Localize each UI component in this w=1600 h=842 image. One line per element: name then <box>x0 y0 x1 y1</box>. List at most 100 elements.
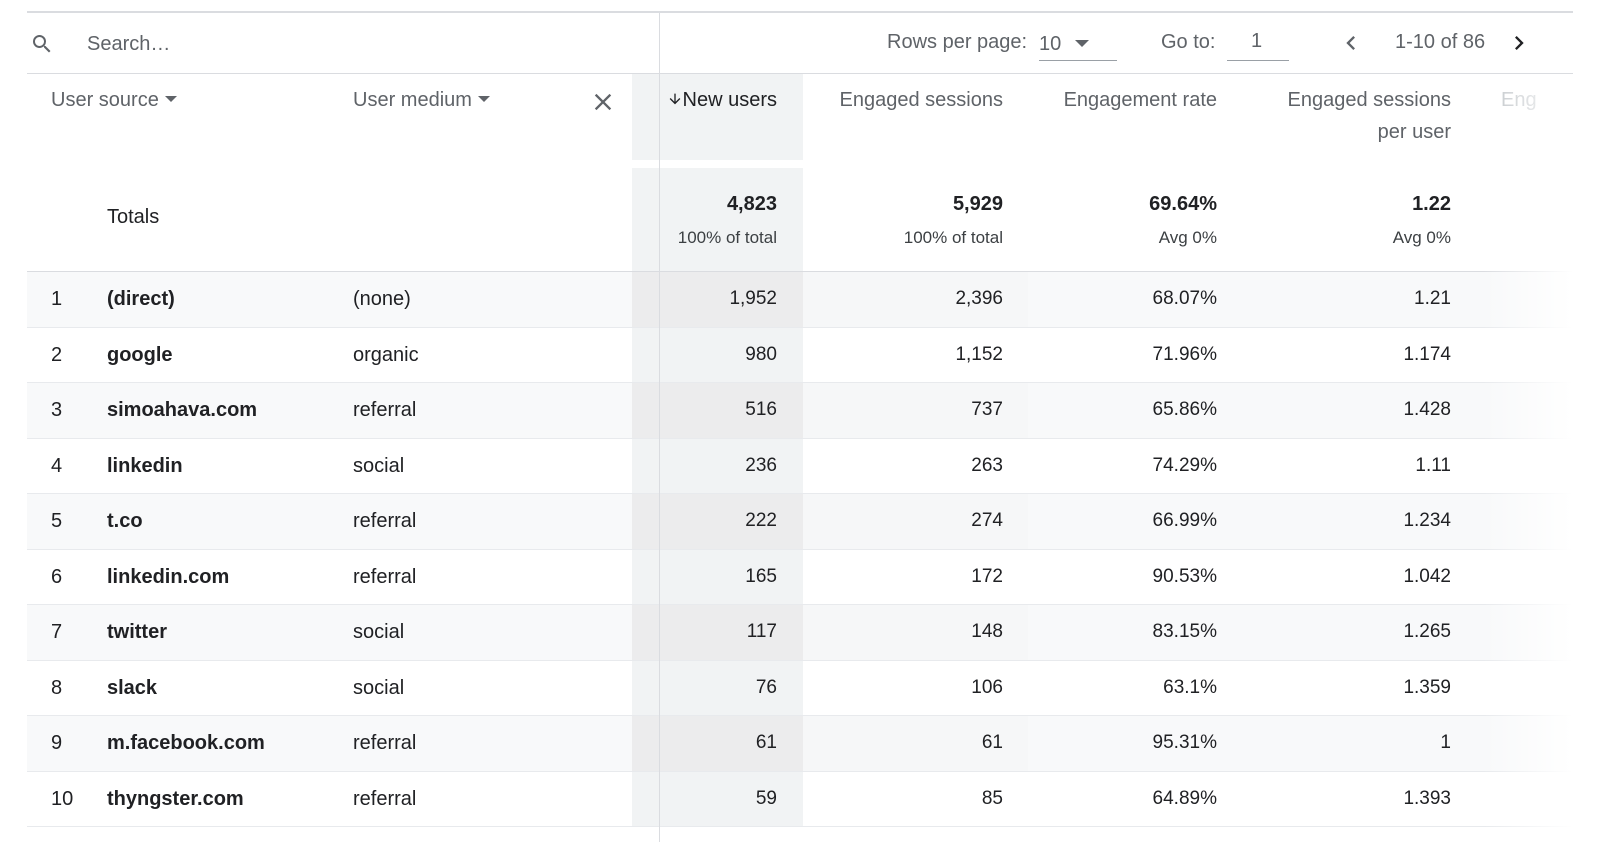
engaged-sessions-cell-bg <box>803 494 1028 549</box>
engaged-sessions-per-user-cell: 1.428 <box>1403 399 1451 420</box>
engaged-sessions-cell-bg <box>803 605 1028 660</box>
row-index: 5 <box>51 510 63 532</box>
table-row[interactable]: 9 m.facebook.com referral 61 61 95.31% 1 <box>27 716 1573 772</box>
new-users-cell: 59 <box>755 787 777 809</box>
user-source-cell: twitter <box>107 621 167 643</box>
close-icon[interactable] <box>589 88 617 116</box>
engagement-rate-cell: 71.96% <box>1152 343 1217 365</box>
totals-engagement-rate: 69.64% Avg 0% <box>1017 190 1217 252</box>
data-table: Rows per page: 10 Go to: 1-10 of 86 User… <box>27 11 1573 842</box>
table-row[interactable]: 4 linkedin social 236 263 74.29% 1.11 <box>27 438 1573 494</box>
engagement-rate-cell: 64.89% <box>1152 787 1217 809</box>
table-row[interactable]: 3 simoahava.com referral 516 737 65.86% 1.428 <box>27 383 1573 439</box>
row-index: 10 <box>51 787 74 810</box>
user-medium-cell: social <box>353 676 405 699</box>
caret-down-icon <box>1075 40 1089 47</box>
table-row[interactable]: 5 t.co referral 222 274 66.99% 1.234 <box>27 494 1573 550</box>
engaged-sessions-per-user-cell: 1.21 <box>1414 288 1451 309</box>
engaged-sessions-column-header[interactable]: Engaged sessions <box>839 89 1003 111</box>
new-users-cell: 222 <box>745 510 777 531</box>
new-users-header-label: New users <box>682 89 777 111</box>
sorted-column-cell-bg <box>632 771 803 826</box>
table-row[interactable]: 6 linkedin.com referral 165 172 90.53% 1.042 <box>27 549 1573 605</box>
rows-per-page-label: Rows per page: <box>887 31 1028 53</box>
table-row[interactable]: 2 google organic 980 1,152 71.96% 1.174 <box>27 327 1573 383</box>
engaged-sessions-per-user-cell: 1.234 <box>1403 510 1451 531</box>
sorted-column-cell-bg <box>632 660 803 715</box>
row-index: 3 <box>51 399 63 421</box>
totals-engaged-sessions-per-user-sub: Avg 0% <box>1392 228 1451 247</box>
toolbar-divider <box>659 13 660 74</box>
caret-down-icon <box>164 96 177 102</box>
rows-per-page-value: 10 <box>1039 33 1062 55</box>
totals-new-users-sub: 100% of total <box>677 228 777 247</box>
partial-column-header[interactable]: Eng <box>1501 89 1537 111</box>
engaged-sessions-cell: 172 <box>971 565 1003 587</box>
new-users-column-header[interactable]: New users <box>632 84 777 116</box>
engagement-rate-cell: 90.53% <box>1152 565 1217 587</box>
engaged-sessions-per-user-cell: 1 <box>1440 732 1451 753</box>
user-medium-cell: referral <box>353 399 417 421</box>
chevron-right-icon[interactable] <box>1505 29 1533 57</box>
user-source-cell: m.facebook.com <box>107 732 265 754</box>
totals-engaged-sessions-per-user: 1.22 Avg 0% <box>1237 190 1451 252</box>
user-medium-cell: organic <box>353 343 419 366</box>
row-index: 9 <box>51 732 63 754</box>
new-users-cell: 516 <box>745 399 777 420</box>
engaged-sessions-cell: 85 <box>981 787 1003 809</box>
user-source-cell: linkedin <box>107 454 183 477</box>
engaged-sessions-cell-bg <box>803 327 1028 382</box>
totals-engaged-sessions-per-user-value: 1.22 <box>1412 193 1451 215</box>
engaged-sessions-per-user-cell: 1.359 <box>1403 676 1451 698</box>
engaged-sessions-cell: 1,152 <box>955 343 1003 365</box>
sorted-column-cell-bg <box>632 327 803 382</box>
new-users-cell: 76 <box>755 676 777 698</box>
new-users-cell: 1,952 <box>729 288 777 309</box>
user-source-dimension-header[interactable]: User source <box>51 84 177 116</box>
engaged-sessions-cell-bg <box>803 438 1028 493</box>
new-users-cell: 61 <box>755 732 777 753</box>
row-index: 4 <box>51 454 63 477</box>
engaged-sessions-cell-bg <box>803 716 1028 771</box>
user-source-cell: simoahava.com <box>107 399 258 421</box>
user-source-header-label: User source <box>51 89 159 111</box>
engaged-sessions-cell: 263 <box>971 454 1003 476</box>
sorted-column-cell-bg <box>632 605 803 660</box>
user-medium-cell: referral <box>353 732 417 754</box>
engaged-sessions-per-user-cell: 1.11 <box>1415 454 1451 476</box>
sorted-column-cell-bg <box>632 438 803 493</box>
user-medium-dimension-header[interactable]: User medium <box>353 84 490 116</box>
totals-engagement-rate-value: 69.64% <box>1149 193 1217 215</box>
engaged-sessions-cell-bg <box>803 272 1028 327</box>
search-input[interactable] <box>87 29 607 59</box>
chevron-left-icon[interactable] <box>1337 29 1365 57</box>
engaged-sessions-cell-bg <box>803 549 1028 604</box>
table-row[interactable]: 7 twitter social 117 148 83.15% 1.265 <box>27 605 1573 661</box>
user-medium-header-label: User medium <box>353 89 472 111</box>
engaged-sessions-cell-bg <box>803 660 1028 715</box>
engagement-rate-column-header[interactable]: Engagement rate <box>1063 89 1217 111</box>
new-users-cell: 980 <box>745 343 777 365</box>
goto-page-input[interactable] <box>1227 23 1289 61</box>
engaged-sessions-cell: 106 <box>971 676 1003 698</box>
engaged-sessions-cell: 2,396 <box>955 288 1003 309</box>
table-row[interactable]: 10 thyngster.com referral 59 85 64.89% 1.393 <box>27 771 1573 827</box>
engagement-rate-cell: 68.07% <box>1152 288 1217 309</box>
user-medium-cell: referral <box>353 787 417 810</box>
new-users-cell: 236 <box>745 454 777 476</box>
rows-per-page-select[interactable]: 10 <box>1039 23 1117 61</box>
table-row[interactable]: 8 slack social 76 106 63.1% 1.359 <box>27 660 1573 716</box>
sorted-column-totals-bg <box>632 168 803 271</box>
totals-engaged-sessions: 5,929 100% of total <box>803 190 1003 252</box>
table-row[interactable]: 1 (direct) (none) 1,952 2,396 68.07% 1.21 <box>27 272 1573 328</box>
sorted-column-cell-bg <box>632 549 803 604</box>
search-icon <box>33 35 51 53</box>
engaged-sessions-per-user-header-line2: per user <box>1377 121 1451 143</box>
user-medium-cell: social <box>353 454 405 477</box>
engaged-sessions-per-user-column-header[interactable]: Engaged sessions per user <box>1237 84 1451 148</box>
user-medium-cell: (none) <box>353 288 411 310</box>
user-source-cell: slack <box>107 676 158 699</box>
totals-engaged-sessions-value: 5,929 <box>952 193 1003 215</box>
engagement-rate-cell: 66.99% <box>1152 510 1217 531</box>
table-body: 1 (direct) (none) 1,952 2,396 68.07% 1.21 2 goog… <box>27 272 1573 827</box>
